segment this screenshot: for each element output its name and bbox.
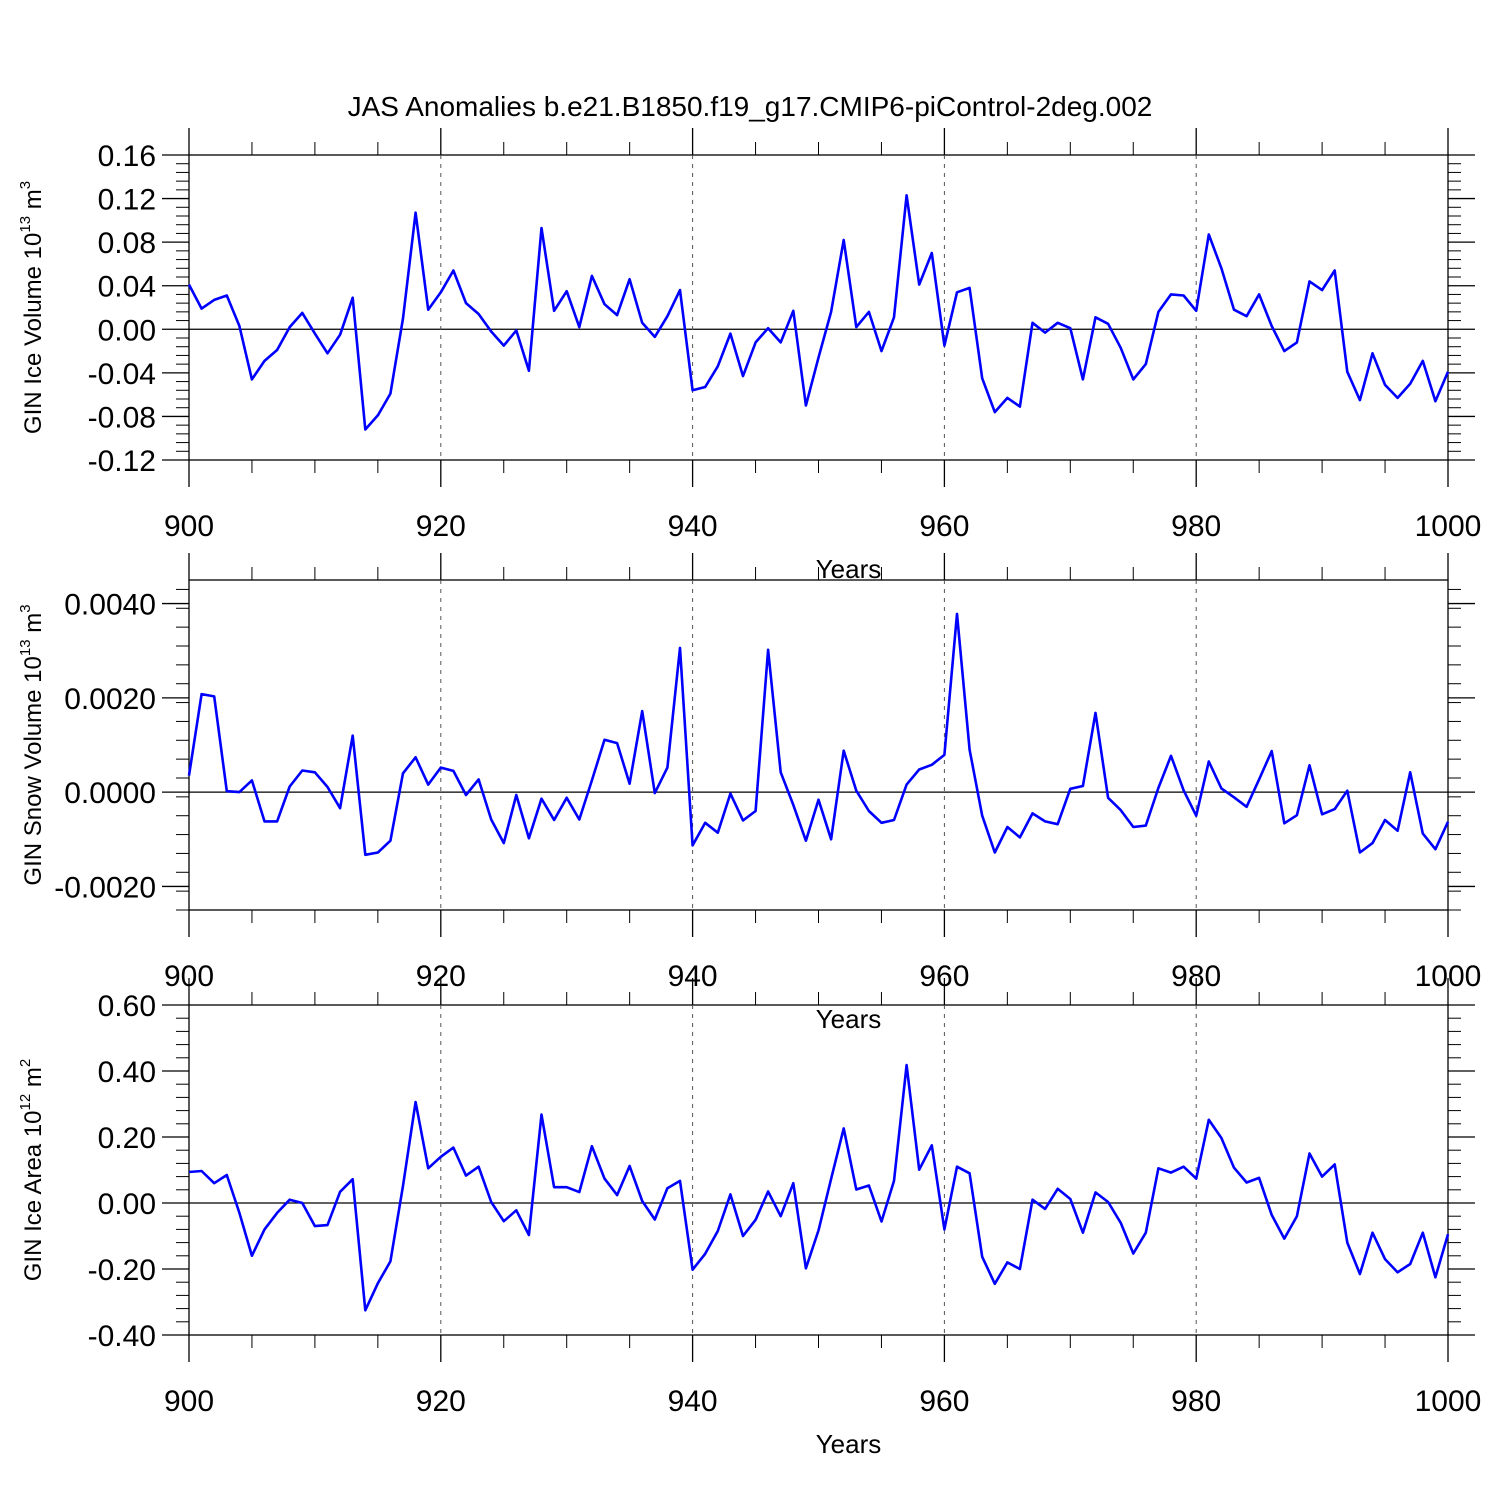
y-axis-label: GIN Ice Volume 1013 m3 xyxy=(17,181,47,434)
y-label-unit-exponent: 3 xyxy=(17,181,34,189)
y-label-exponent: 13 xyxy=(17,216,34,233)
y-label-text: GIN Ice Area 10 xyxy=(20,1110,47,1281)
y-label-unit: m xyxy=(20,1067,47,1094)
figure-title: JAS Anomalies b.e21.B1850.f19_g17.CMIP6-… xyxy=(348,91,1153,122)
x-tick-label: 940 xyxy=(668,510,718,543)
y-tick-label: 0.60 xyxy=(98,990,156,1023)
y-tick-label: 0.0040 xyxy=(64,589,156,622)
series-line xyxy=(187,612,1450,857)
y-label-text: GIN Snow Volume 10 xyxy=(20,656,47,885)
y-tick-label: 0.04 xyxy=(98,271,156,304)
x-tick-label: 1000 xyxy=(1415,510,1482,543)
x-axis-label: Years xyxy=(816,1429,882,1459)
y-tick-label: 0.08 xyxy=(98,227,156,260)
y-tick-label: -0.08 xyxy=(88,401,156,434)
x-tick-label: 980 xyxy=(1171,510,1221,543)
y-label-unit: m xyxy=(20,613,47,640)
x-tick-label: 920 xyxy=(416,510,466,543)
y-tick-label: -0.0020 xyxy=(54,871,156,904)
x-tick-label: 960 xyxy=(919,1385,969,1418)
panel-1: -0.12 -0.08 -0.04 0.00 0.04 0.08 0.12 0.16 900 92… xyxy=(17,128,1481,584)
y-tick-label: 0.0000 xyxy=(64,777,156,810)
y-tick-label: 0.20 xyxy=(98,1122,156,1155)
panel-3: -0.40 -0.20 0.00 0.20 0.40 0.60 900 920 940 960 98… xyxy=(17,978,1481,1459)
y-tick-label: 0.16 xyxy=(98,140,156,173)
y-label-text: GIN Ice Volume 10 xyxy=(20,233,47,434)
y-label-exponent: 13 xyxy=(17,639,34,656)
y-tick-label: 0.0020 xyxy=(64,683,156,716)
y-tick-label: -0.12 xyxy=(88,445,156,478)
y-tick-label: 0.00 xyxy=(98,1188,156,1221)
x-tick-label: 960 xyxy=(919,510,969,543)
series-line xyxy=(188,1063,1450,1312)
y-tick-label: -0.04 xyxy=(88,358,156,391)
x-tick-label: 980 xyxy=(1171,1385,1221,1418)
y-axis-label: GIN Ice Area 1012 m2 xyxy=(17,1059,47,1281)
panels: -0.12 -0.08 -0.04 0.00 0.04 0.08 0.12 0.16 900 92… xyxy=(17,128,1481,1459)
x-tick-label: 940 xyxy=(668,1385,718,1418)
plot-frame xyxy=(188,579,1449,911)
x-axis-label: Years xyxy=(816,554,882,584)
x-axis-label: Years xyxy=(816,1004,882,1034)
y-axis-label: GIN Snow Volume 1013 m3 xyxy=(17,604,47,885)
y-label-unit: m xyxy=(20,189,47,216)
x-tick-label: 1000 xyxy=(1415,1385,1482,1418)
y-label-unit-exponent: 2 xyxy=(17,1059,34,1067)
x-tick-label: 900 xyxy=(164,1385,214,1418)
y-label-exponent: 12 xyxy=(17,1094,34,1111)
y-tick-label: 0.40 xyxy=(98,1056,156,1089)
x-tick-label: 920 xyxy=(416,1385,466,1418)
y-tick-label: -0.20 xyxy=(88,1254,156,1287)
series-line xyxy=(187,194,1450,431)
x-tick-label: 900 xyxy=(164,510,214,543)
y-label-unit-exponent: 3 xyxy=(17,604,34,612)
y-tick-label: 0.12 xyxy=(98,184,156,217)
y-tick-label: 0.00 xyxy=(98,314,156,347)
y-tick-label: -0.40 xyxy=(88,1320,156,1353)
